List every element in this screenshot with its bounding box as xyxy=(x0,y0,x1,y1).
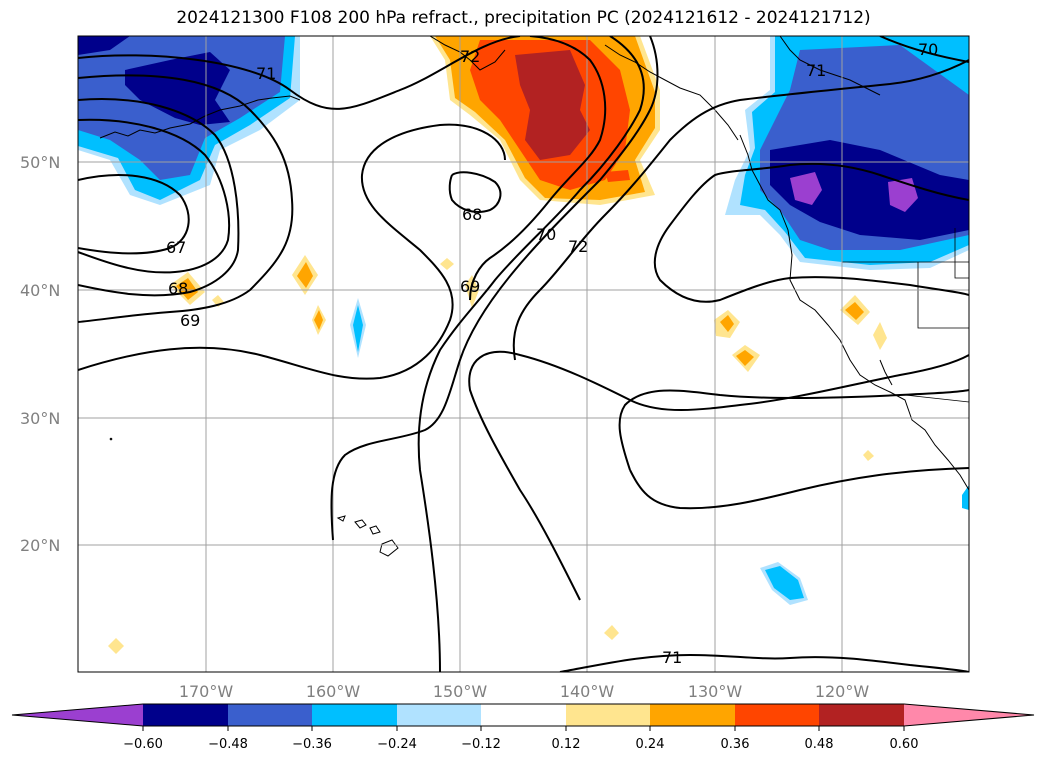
refractivity-contours xyxy=(78,36,969,672)
contour-label: 71 xyxy=(662,648,682,667)
colorbar-tick-label: 0.48 xyxy=(805,737,834,752)
contour-label: 68 xyxy=(168,279,188,298)
contour-label: 70 xyxy=(918,40,938,59)
lon-label: 160°W xyxy=(306,682,361,701)
colorbar-tick-label: −0.48 xyxy=(208,737,248,752)
lon-label: 120°W xyxy=(815,682,870,701)
precip-small-patches xyxy=(108,255,969,654)
colorbar-segment xyxy=(735,704,819,726)
lat-label: 40°N xyxy=(20,281,60,300)
colorbar-tick-label: 0.24 xyxy=(636,737,665,752)
colorbar-tick-label: −0.12 xyxy=(461,737,501,752)
latitude-labels: 50°N 40°N 30°N 20°N xyxy=(20,153,60,555)
islands xyxy=(109,437,399,557)
colorbar-extend-low xyxy=(12,704,143,726)
precip-negative-northwest xyxy=(78,36,300,205)
colorbar-segment xyxy=(143,704,228,726)
contour-label: 69 xyxy=(180,311,200,330)
colorbar-segment xyxy=(650,704,735,726)
contour-label: 71 xyxy=(256,64,276,83)
lat-label: 20°N xyxy=(20,536,60,555)
lon-label: 140°W xyxy=(560,682,615,701)
colorbar-extend-high xyxy=(904,704,1034,726)
lon-label: 170°W xyxy=(179,682,234,701)
contour-label: 71 xyxy=(806,61,826,80)
contour-labels: 71 72 70 71 68 67 68 69 69 70 72 71 xyxy=(166,40,938,667)
colorbar-tick-label: −0.24 xyxy=(377,737,417,752)
colorbar: −0.60 −0.48 −0.36 −0.24 −0.12 0.12 0.24 … xyxy=(11,703,1035,752)
colorbar-tick-label: 0.12 xyxy=(552,737,581,752)
contour-label: 72 xyxy=(460,47,480,66)
colorbar-tick-label: 0.36 xyxy=(721,737,750,752)
precip-negative-northeast xyxy=(725,36,969,270)
coastlines xyxy=(99,36,969,491)
longitude-labels: 170°W 160°W 150°W 140°W 130°W 120°W xyxy=(179,682,870,701)
colorbar-segment xyxy=(312,704,397,726)
contour-label: 68 xyxy=(462,205,482,224)
contour-label: 67 xyxy=(166,238,186,257)
colorbar-segment xyxy=(481,704,566,726)
colorbar-segment xyxy=(397,704,481,726)
borders xyxy=(841,228,969,403)
lat-label: 50°N xyxy=(20,153,60,172)
map-frame xyxy=(77,35,970,673)
map-title: 2024121300 F108 200 hPa refract., precip… xyxy=(176,8,871,28)
colorbar-segment xyxy=(566,704,650,726)
contour-label: 70 xyxy=(536,225,556,244)
lat-label: 30°N xyxy=(20,409,60,428)
contour-label: 69 xyxy=(460,277,480,296)
colorbar-segment xyxy=(819,704,904,726)
colorbar-segment xyxy=(228,704,312,726)
lon-label: 130°W xyxy=(688,682,743,701)
colorbar-tick-label: −0.36 xyxy=(292,737,332,752)
contour-label: 72 xyxy=(568,237,588,256)
gridlines xyxy=(78,36,969,672)
colorbar-tick-label: −0.60 xyxy=(123,737,163,752)
colorbar-tick-label: 0.60 xyxy=(890,737,919,752)
lon-label: 150°W xyxy=(433,682,488,701)
